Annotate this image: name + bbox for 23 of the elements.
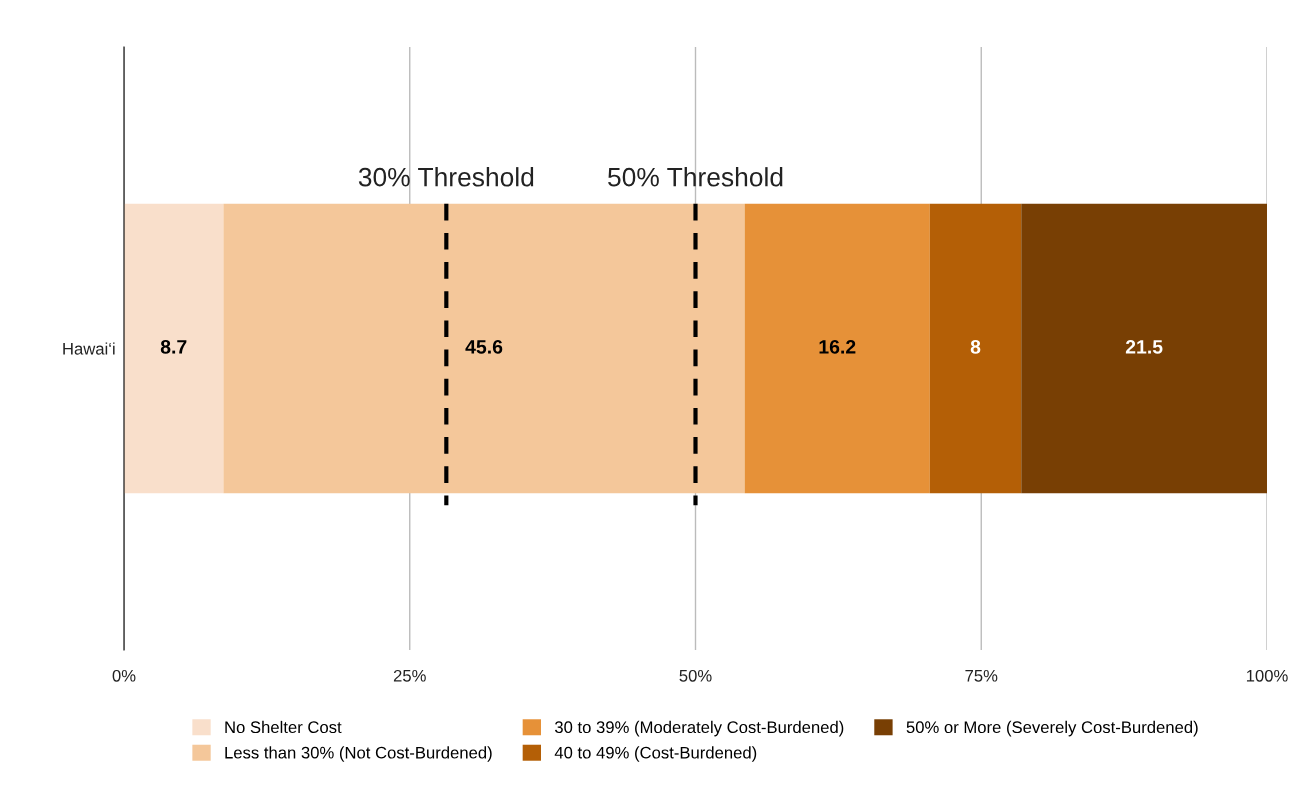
x-tick-label: 0%	[112, 669, 136, 682]
x-tick-label: 75%	[965, 669, 998, 682]
y-tick-label: Hawai‘i	[63, 342, 115, 355]
x-tick-label: 100%	[1246, 669, 1288, 682]
ref-line-label: 50% Threshold	[608, 167, 783, 187]
data-label: 8.7	[160, 339, 187, 354]
legend-label: 40 to 49% (Cost-Burdened)	[554, 746, 757, 762]
bar	[929, 203, 1022, 494]
data-label: 45.6	[465, 339, 503, 354]
bar	[223, 203, 745, 494]
legend-label: 50% or More (Severely Cost-Burdened)	[906, 720, 1198, 737]
x-tick-label: 50%	[679, 669, 712, 682]
bar	[124, 203, 224, 494]
x-tick-label: 25%	[393, 669, 426, 682]
legend-label: No Shelter Cost	[225, 720, 342, 734]
bar	[1021, 203, 1267, 494]
data-label: 8	[970, 339, 981, 354]
bar	[744, 203, 930, 494]
data-label: 16.2	[819, 339, 856, 354]
data-label: 21.5	[1125, 339, 1163, 354]
ref-line-label: 30% Threshold	[358, 167, 534, 187]
legend-label: Less than 30% (Not Cost-Burdened)	[225, 746, 492, 762]
legend-label: 30 to 39% (Moderately Cost-Burdened)	[554, 720, 844, 737]
